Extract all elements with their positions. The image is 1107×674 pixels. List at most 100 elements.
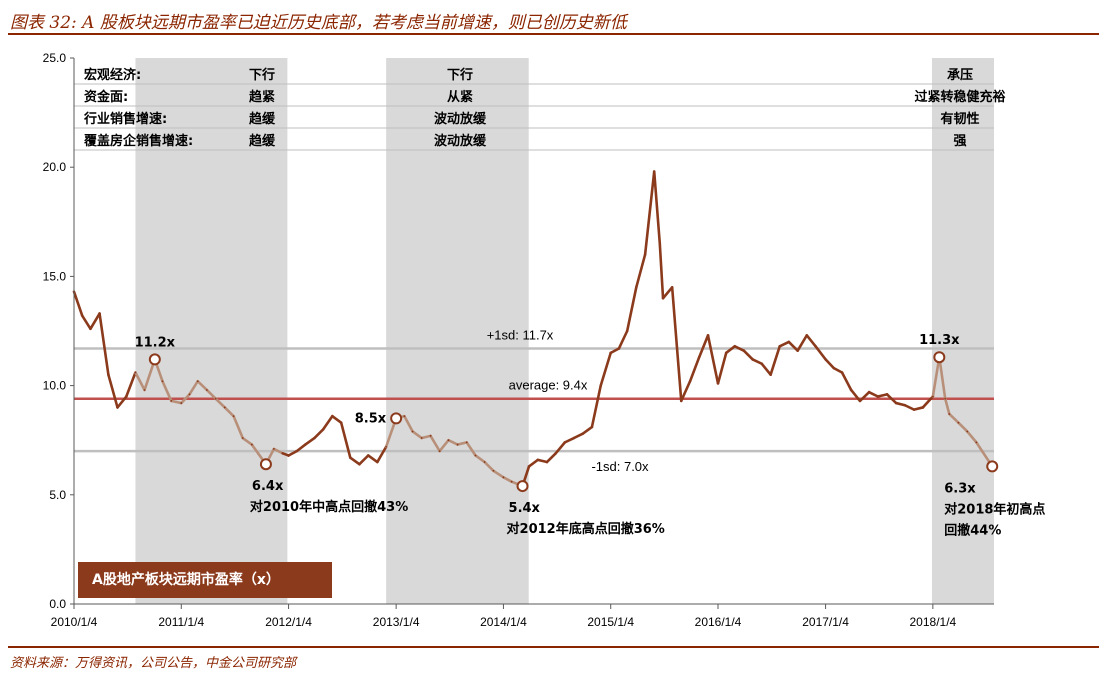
series-segment bbox=[661, 286, 674, 300]
data-point bbox=[483, 461, 486, 463]
series-segment bbox=[706, 334, 720, 385]
annotation-marker bbox=[148, 353, 161, 366]
series-segment bbox=[751, 358, 764, 366]
annotation-text: 5.4x bbox=[509, 501, 541, 516]
ref-line-label-2: -1sd: 7.0x bbox=[591, 459, 649, 474]
data-point bbox=[563, 441, 566, 444]
series-segment bbox=[474, 454, 486, 464]
data-point bbox=[223, 406, 226, 409]
data-point bbox=[591, 426, 593, 428]
data-point bbox=[107, 373, 110, 376]
data-point bbox=[331, 415, 334, 418]
annotation-text: 11.2x bbox=[135, 335, 176, 350]
data-point bbox=[698, 356, 701, 359]
series-segment bbox=[116, 395, 128, 409]
series-segment bbox=[502, 476, 513, 483]
series-segment bbox=[483, 460, 495, 473]
series-segment bbox=[447, 438, 459, 446]
data-point bbox=[895, 402, 898, 404]
data-point bbox=[180, 402, 183, 404]
series-segment bbox=[376, 445, 388, 464]
data-point bbox=[913, 408, 915, 411]
pe-chart: +1sd: 11.7x average: 9.4x -1sd: 7.0x 0.0 5.… bbox=[43, 51, 1046, 629]
data-point bbox=[456, 443, 459, 446]
data-point bbox=[98, 312, 101, 315]
annotation-marker bbox=[933, 351, 946, 364]
data-point bbox=[143, 389, 146, 391]
series-segment bbox=[188, 379, 200, 396]
data-point bbox=[313, 437, 316, 439]
series-segment bbox=[134, 371, 146, 392]
data-point bbox=[805, 334, 808, 337]
data-point bbox=[707, 334, 709, 337]
data-point bbox=[161, 380, 164, 383]
series-segment bbox=[957, 421, 969, 433]
data-point bbox=[609, 351, 612, 354]
data-point bbox=[832, 367, 835, 370]
annotation-marker bbox=[986, 460, 999, 473]
panel-cell: 有韧性 bbox=[940, 111, 979, 127]
panel-cell: 波动放缓 bbox=[434, 133, 487, 149]
shaded-period-2 bbox=[931, 58, 994, 604]
series-segment bbox=[72, 290, 84, 318]
annotation-text: 对2012年底高点回撤36% bbox=[507, 521, 665, 537]
data-point bbox=[689, 380, 691, 383]
series-segment bbox=[304, 436, 316, 446]
series-segment bbox=[658, 242, 665, 300]
panel-cell: 过紧转稳健充裕 bbox=[914, 89, 1005, 105]
axes: 0.0 5.0 10.0 15.0 20.0 25.0 2010/1/4 2011/1/4 20… bbox=[43, 51, 994, 629]
data-point bbox=[89, 327, 92, 330]
data-point bbox=[241, 437, 244, 439]
x-tick-label: 2012/1/4 bbox=[265, 615, 312, 629]
series-segment bbox=[885, 393, 898, 405]
y-tick-label: 10.0 bbox=[43, 379, 67, 393]
series-segment bbox=[321, 414, 334, 431]
data-point bbox=[841, 371, 843, 374]
annotation-text: 11.3x bbox=[919, 333, 960, 348]
data-point bbox=[975, 441, 978, 444]
series-segment bbox=[581, 425, 594, 435]
x-tick-label: 2013/1/4 bbox=[373, 615, 420, 629]
series-segment bbox=[456, 441, 468, 446]
data-point bbox=[554, 452, 557, 455]
data-point bbox=[957, 421, 960, 424]
series-segment bbox=[760, 362, 772, 376]
x-tick-label: 2010/1/4 bbox=[51, 615, 98, 629]
data-point bbox=[528, 465, 530, 468]
data-point bbox=[814, 345, 817, 348]
series-segment bbox=[572, 432, 585, 440]
data-point bbox=[116, 406, 119, 409]
series-segment bbox=[214, 397, 227, 409]
y-tick-label: 5.0 bbox=[49, 488, 66, 502]
series-segment bbox=[295, 443, 307, 453]
x-tick-label: 2018/1/4 bbox=[910, 615, 957, 629]
x-tick-label: 2014/1/4 bbox=[480, 615, 527, 629]
series-segment bbox=[943, 397, 951, 416]
data-point bbox=[272, 448, 275, 450]
series-segment bbox=[840, 371, 853, 392]
series-segment bbox=[366, 454, 379, 464]
series-segment bbox=[832, 366, 844, 374]
data-point bbox=[966, 430, 969, 433]
series-segment bbox=[527, 458, 540, 468]
series-segment bbox=[232, 414, 245, 440]
data-point bbox=[742, 349, 745, 352]
series-segment bbox=[778, 340, 791, 348]
series-segment bbox=[643, 170, 656, 256]
series-segment bbox=[169, 399, 183, 405]
annotation-marker bbox=[259, 458, 272, 471]
panel-cell: 趋缓 bbox=[249, 133, 276, 149]
shaded-period-0 bbox=[135, 58, 288, 604]
data-point bbox=[340, 421, 343, 424]
series-segment bbox=[670, 286, 683, 403]
reference-lines: +1sd: 11.7x average: 9.4x -1sd: 7.0x bbox=[74, 327, 994, 474]
series-segment bbox=[634, 253, 647, 289]
x-tick-label: 2015/1/4 bbox=[587, 615, 634, 629]
series-segment bbox=[814, 344, 827, 361]
series-segment bbox=[196, 379, 209, 392]
data-point bbox=[635, 286, 638, 289]
data-point bbox=[536, 458, 539, 461]
data-point bbox=[733, 345, 736, 348]
annotation-marker bbox=[516, 480, 529, 493]
data-point bbox=[125, 395, 128, 398]
